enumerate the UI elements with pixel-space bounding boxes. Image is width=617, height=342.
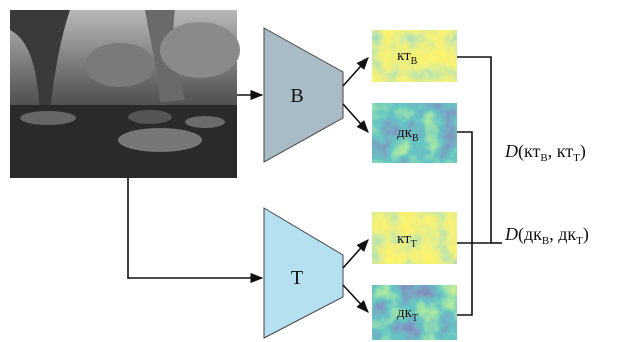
text-part: Т <box>412 313 418 324</box>
connector <box>457 57 491 243</box>
text-part: , <box>548 141 557 161</box>
page: {"encoders": [{"label": "В"}, {"label": … <box>0 0 617 342</box>
input-image <box>10 10 240 178</box>
arrow <box>343 104 368 132</box>
text-part: кт <box>524 141 541 161</box>
connector <box>457 132 472 315</box>
text-part: дк <box>558 224 576 244</box>
text-part: дк <box>397 125 413 141</box>
text-part: кт <box>397 231 411 247</box>
arrow <box>343 58 368 86</box>
arrow <box>343 285 368 312</box>
text-part: D <box>504 141 518 161</box>
text-part: В <box>411 56 418 67</box>
text-part: D <box>504 224 518 244</box>
text-part: ) <box>580 141 586 162</box>
encoder-label: Т <box>291 267 303 289</box>
text-part: кт <box>557 141 574 161</box>
text-part: В <box>542 235 549 247</box>
arrow <box>343 240 368 268</box>
text-part: В <box>412 133 419 144</box>
encoder-label: В <box>290 85 303 107</box>
feature-map <box>372 212 457 264</box>
encoder-t <box>264 208 343 338</box>
text-part: Т <box>411 239 417 250</box>
text-part: кт <box>397 48 411 64</box>
text-part: ) <box>583 224 589 245</box>
diagram: В Т ктВ дкВ ктТ дкТ D(ктВ, ктТ) D(дкВ, д… <box>0 0 617 342</box>
text-part: В <box>540 152 547 164</box>
text-part: дк <box>397 305 413 321</box>
formula: D(дкВ, дкТ) <box>504 224 589 247</box>
arrow <box>128 178 262 278</box>
text-part: дк <box>524 224 542 244</box>
formula: D(ктВ, ктТ) <box>504 141 586 164</box>
text-part: , <box>549 224 558 244</box>
